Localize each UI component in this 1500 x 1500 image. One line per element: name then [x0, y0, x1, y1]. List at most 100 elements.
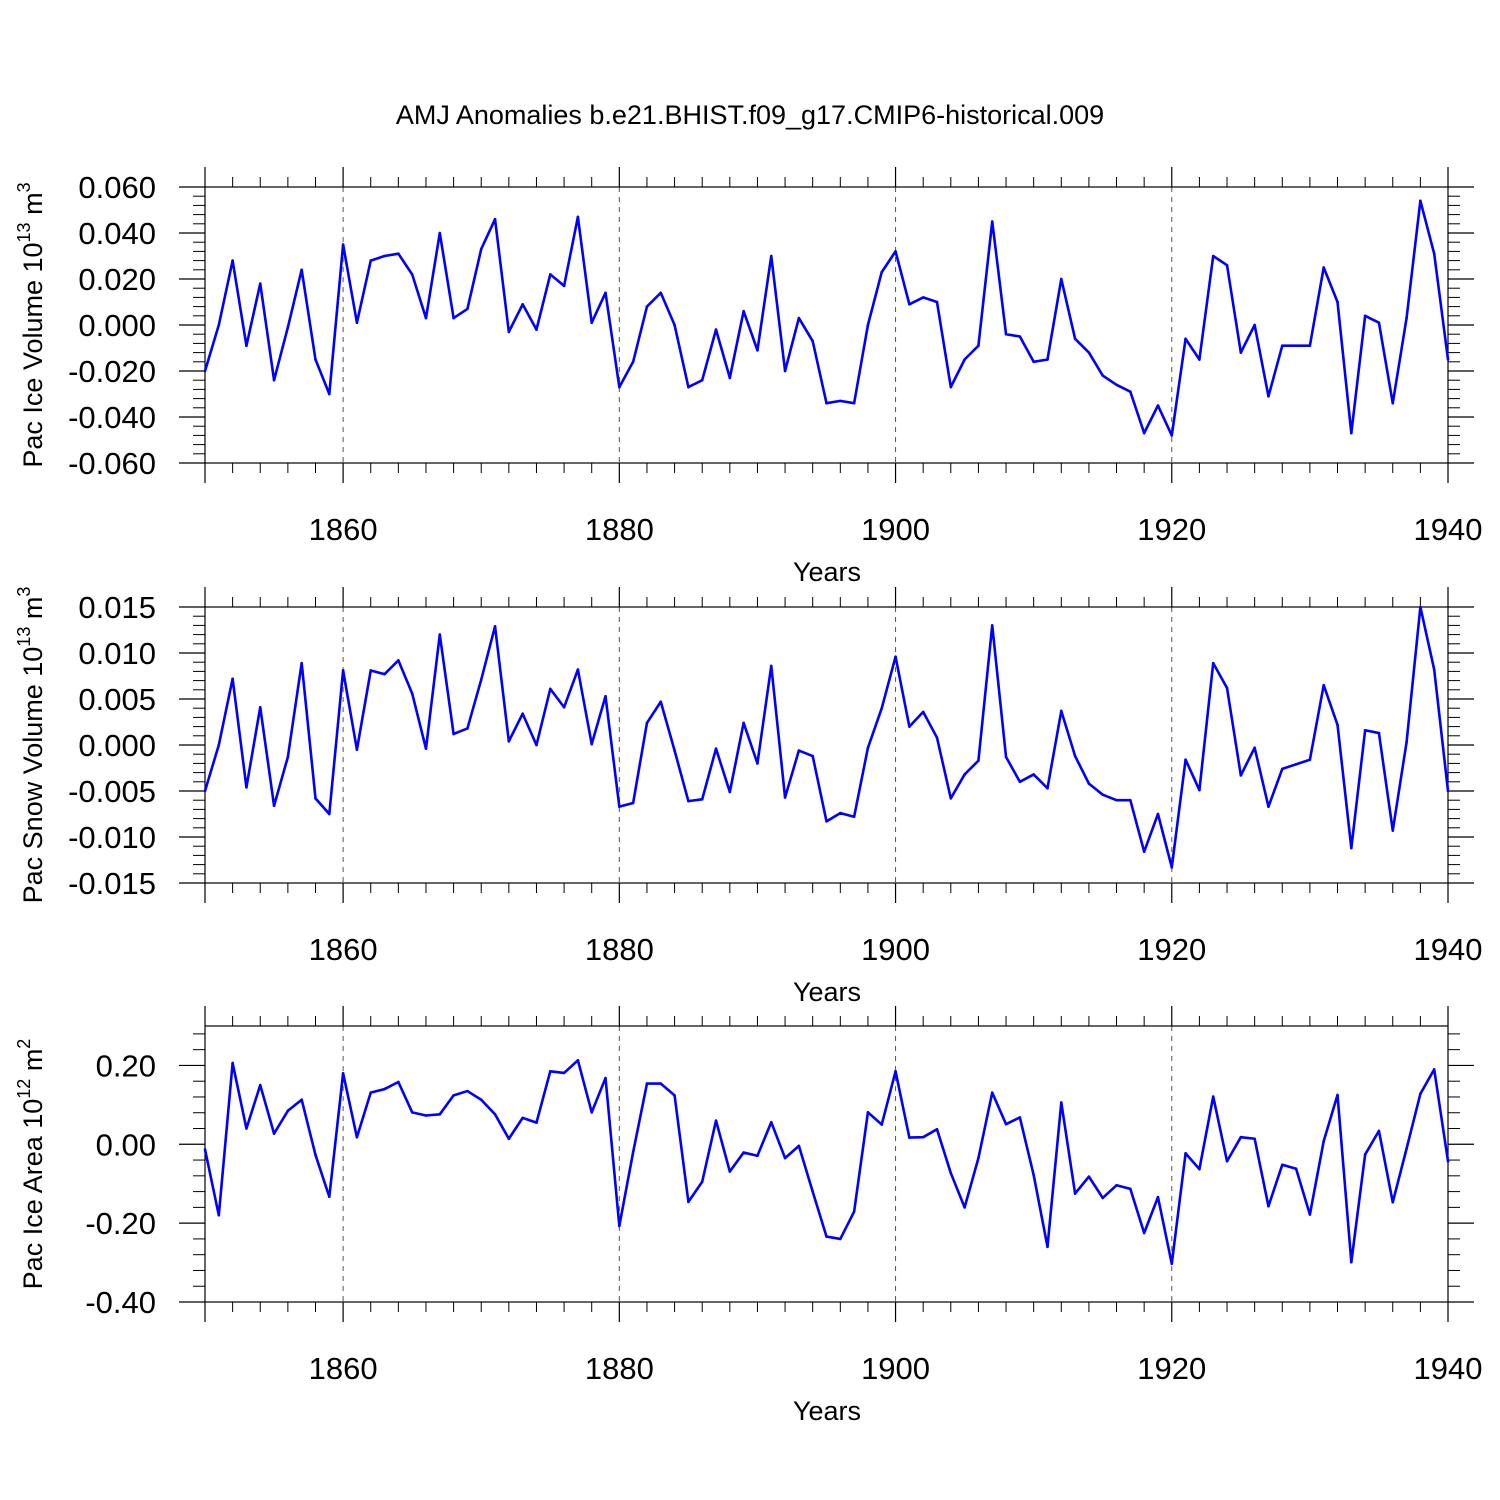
data-point	[1432, 252, 1436, 255]
data-point	[756, 762, 759, 765]
data-point	[493, 1113, 497, 1116]
y-tick-label: -0.060	[68, 446, 156, 481]
data-point	[245, 344, 248, 348]
data-point	[590, 1111, 594, 1114]
data-point	[328, 1195, 331, 1199]
data-point	[839, 1237, 842, 1241]
data-point	[935, 736, 939, 739]
data-point	[1087, 351, 1091, 354]
data-point	[1046, 786, 1049, 790]
data-point	[1280, 1163, 1284, 1167]
data-point	[438, 231, 442, 235]
data-point	[1336, 723, 1339, 727]
data-point	[728, 376, 732, 380]
data-point	[258, 282, 262, 285]
data-point	[1129, 798, 1132, 802]
data-point	[1377, 321, 1381, 325]
x-tick-label: 1920	[1137, 512, 1206, 547]
x-tick-label: 1920	[1137, 1351, 1206, 1386]
x-tick-label: 1900	[861, 932, 930, 967]
data-point	[1446, 1159, 1450, 1163]
data-point	[1253, 746, 1256, 750]
data-point	[521, 303, 524, 306]
series-line-ice-area	[203, 1059, 1450, 1266]
data-point	[272, 1132, 276, 1135]
data-point	[466, 307, 469, 311]
data-point	[659, 700, 663, 704]
data-point	[1363, 1153, 1367, 1156]
data-point	[673, 749, 676, 752]
data-point	[203, 1148, 207, 1151]
data-point	[990, 1091, 994, 1094]
y-tick-label: 0.000	[78, 308, 156, 343]
data-point	[769, 1120, 773, 1124]
data-point	[341, 1072, 345, 1075]
data-point	[852, 1210, 856, 1214]
data-point	[369, 259, 373, 262]
data-point	[397, 659, 400, 662]
data-point	[258, 705, 262, 709]
data-point	[1419, 1092, 1422, 1096]
y-tick-label: -0.015	[68, 866, 156, 901]
data-point	[1446, 358, 1450, 361]
y-tick-label: 0.060	[78, 170, 156, 205]
data-point	[673, 1094, 676, 1097]
data-point	[700, 378, 704, 382]
data-point	[631, 360, 635, 364]
data-point	[438, 633, 442, 636]
data-point	[245, 786, 248, 789]
data-point	[203, 789, 207, 793]
data-point	[811, 754, 814, 758]
data-point	[921, 296, 925, 299]
data-point	[908, 725, 911, 728]
data-point	[535, 328, 538, 331]
data-point	[894, 655, 897, 658]
data-point	[452, 316, 455, 320]
data-point	[1308, 1213, 1312, 1216]
y-axis-title-unit: m	[18, 192, 48, 222]
data-point	[1129, 1187, 1132, 1191]
data-point	[1156, 404, 1160, 407]
data-point	[1059, 709, 1063, 713]
y-axis-title-text: Pac Snow Volume 10	[18, 647, 48, 904]
series-line-ice-volume	[203, 199, 1450, 437]
data-point	[1170, 434, 1174, 437]
data-point	[1211, 1095, 1215, 1098]
y-axis-title-exponent: 12	[14, 1079, 34, 1099]
series-line-snow-volume	[203, 605, 1450, 869]
data-point	[258, 1083, 262, 1087]
data-point	[935, 1128, 939, 1131]
y-tick-label: 0.015	[78, 590, 156, 625]
data-point	[1308, 758, 1312, 762]
data-point	[355, 321, 359, 325]
data-point	[479, 678, 483, 681]
data-point	[300, 268, 303, 272]
data-point	[1350, 1260, 1353, 1264]
data-point	[618, 805, 621, 808]
data-point	[314, 797, 317, 800]
data-point	[880, 270, 884, 274]
data-point	[1184, 758, 1187, 762]
data-point	[576, 215, 580, 219]
data-point	[314, 1153, 317, 1157]
data-point	[839, 811, 842, 815]
data-point	[1101, 374, 1105, 377]
data-point	[438, 1113, 442, 1116]
data-point	[1032, 1173, 1035, 1177]
y-axis-title-unit: m	[18, 1049, 48, 1079]
plot-frame	[204, 186, 1449, 464]
data-point	[756, 1154, 759, 1158]
x-tick-label: 1880	[585, 932, 654, 967]
data-point	[921, 1135, 925, 1139]
data-point	[562, 284, 566, 288]
data-point	[714, 328, 718, 331]
x-axis-title: Years	[793, 977, 861, 1007]
data-point	[908, 303, 911, 306]
data-point	[714, 1119, 718, 1122]
data-point	[286, 326, 290, 329]
data-point	[949, 1171, 953, 1175]
data-point	[424, 747, 428, 750]
data-point	[507, 740, 511, 743]
chart-title: AMJ Anomalies b.e21.BHIST.f09_g17.CMIP6-…	[396, 100, 1104, 130]
data-point	[1225, 1159, 1229, 1163]
